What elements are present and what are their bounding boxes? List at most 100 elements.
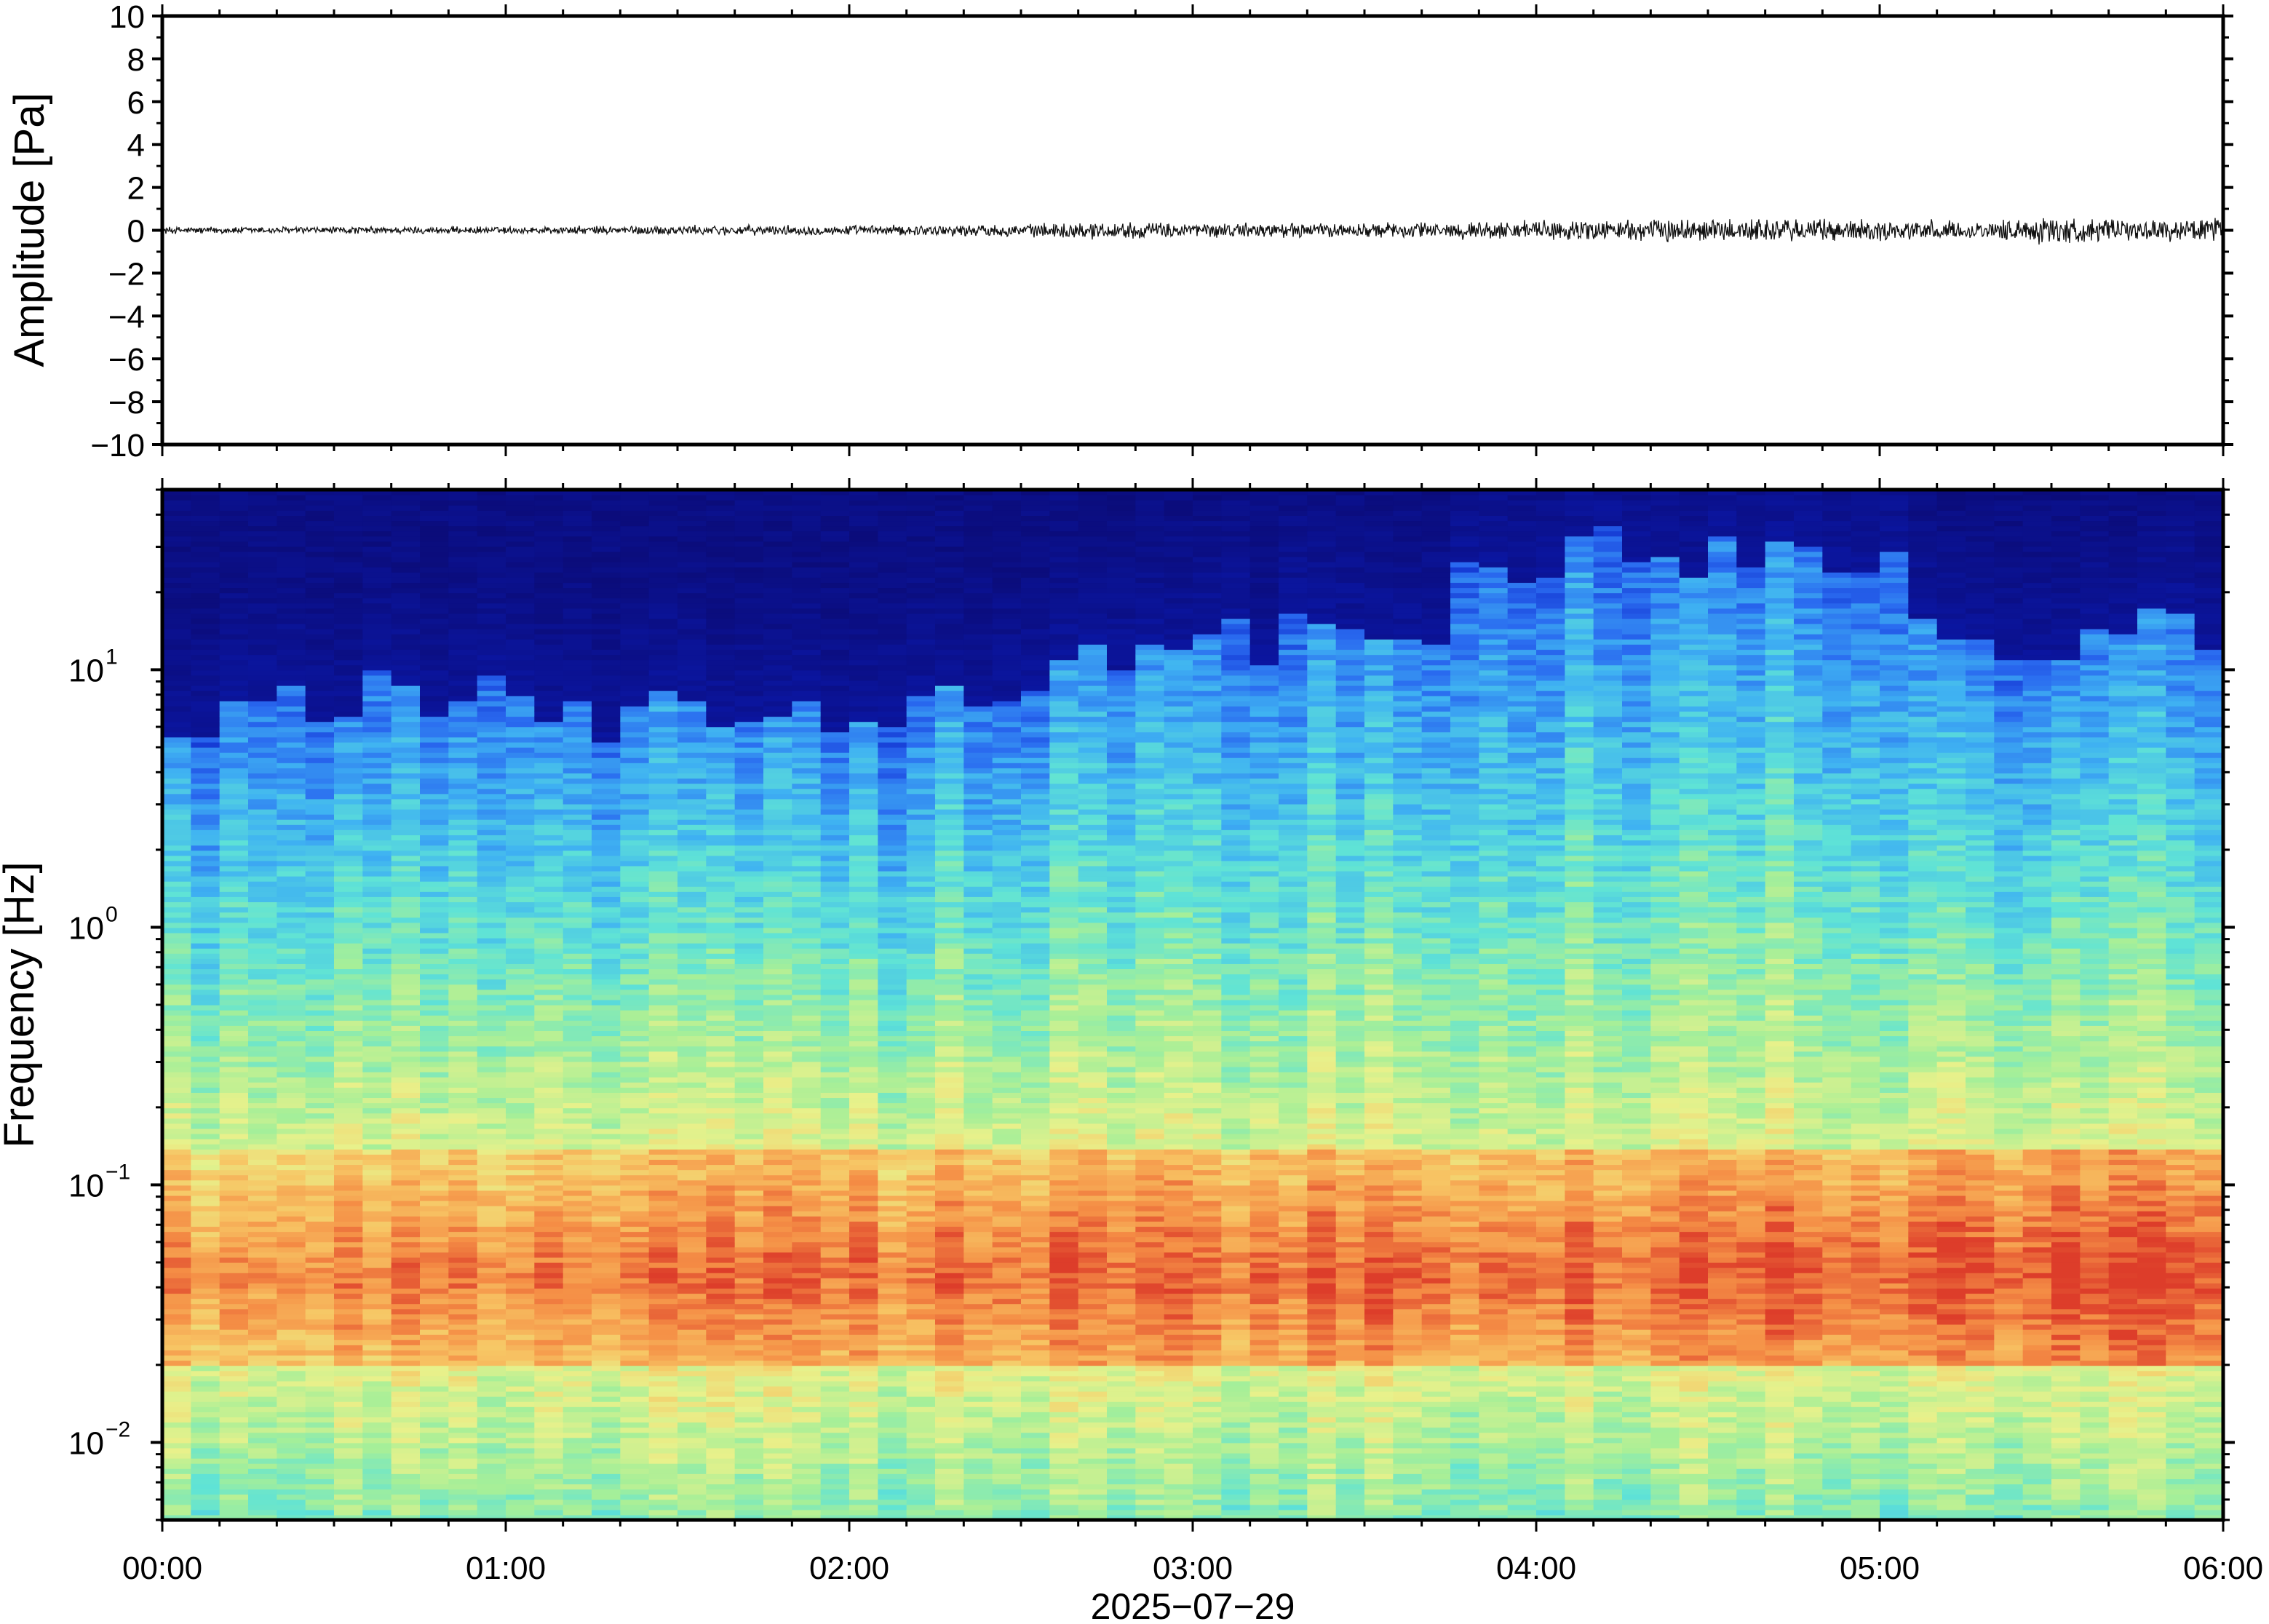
spectrogram-cell bbox=[563, 701, 592, 706]
spectrogram-cell bbox=[448, 1087, 478, 1093]
spectrogram-cell bbox=[734, 752, 764, 758]
spectrogram-cell bbox=[706, 1087, 736, 1093]
spectrogram-cell bbox=[763, 567, 792, 573]
spectrogram-cell bbox=[362, 674, 392, 681]
spectrogram-cell bbox=[506, 536, 535, 542]
spectrogram-cell bbox=[534, 680, 564, 686]
spectrogram-cell bbox=[734, 1010, 764, 1016]
spectrogram-cell bbox=[820, 613, 850, 619]
spectrogram-cell bbox=[563, 690, 592, 696]
spectrogram-cell bbox=[219, 1345, 249, 1350]
spectrogram-cell bbox=[391, 907, 421, 913]
spectrogram-cell bbox=[706, 1221, 736, 1227]
spectrogram-cell bbox=[362, 1468, 392, 1474]
spectrogram-cell bbox=[506, 1452, 535, 1459]
spectrogram-cell bbox=[763, 850, 792, 856]
spectrogram-cell bbox=[677, 1015, 707, 1021]
spectrogram-cell bbox=[448, 1422, 478, 1428]
spectrogram-cell bbox=[191, 927, 220, 934]
spectrogram-cell bbox=[191, 1123, 220, 1129]
spectrogram-cell bbox=[706, 1350, 736, 1356]
spectrogram-cell bbox=[219, 505, 249, 511]
spectrogram-cell bbox=[820, 1396, 850, 1402]
spectrogram-cell bbox=[820, 510, 850, 516]
spectrogram-cell bbox=[534, 608, 564, 614]
spectrogram-cell bbox=[420, 1427, 449, 1433]
spectrogram-cell bbox=[648, 1231, 678, 1238]
spectrogram-cell bbox=[734, 917, 764, 923]
spectrogram-cell bbox=[563, 1334, 592, 1340]
spectrogram-cell bbox=[420, 1030, 449, 1037]
spectrogram-cell bbox=[849, 1308, 878, 1315]
spectrogram-cell bbox=[506, 1442, 535, 1449]
spectrogram-cell bbox=[534, 798, 564, 805]
spectrogram-cell bbox=[534, 562, 564, 568]
spectrogram-cell bbox=[248, 989, 277, 995]
spectrogram-cell bbox=[448, 1251, 478, 1258]
spectrogram-cell bbox=[162, 557, 191, 562]
spectrogram-cell bbox=[334, 644, 363, 650]
spectrogram-cell bbox=[563, 886, 592, 892]
spectrogram-cell bbox=[506, 1236, 535, 1243]
spectrogram-cell bbox=[191, 1231, 220, 1238]
spectrogram-cell bbox=[792, 1195, 822, 1201]
spectrogram-cell bbox=[305, 1123, 335, 1129]
spectrogram-cell bbox=[248, 1273, 277, 1278]
spectrogram-cell bbox=[592, 1298, 621, 1305]
spectrogram-cell bbox=[534, 907, 564, 913]
spectrogram-cell bbox=[534, 1211, 564, 1217]
spectrogram-cell bbox=[648, 1035, 678, 1042]
spectrogram-cell bbox=[334, 701, 363, 706]
spectrogram-cell bbox=[620, 1144, 650, 1150]
spectrogram-cell bbox=[334, 968, 363, 975]
spectrogram-cell bbox=[592, 979, 621, 985]
spectrogram-cell bbox=[391, 1463, 421, 1469]
spectrogram-cell bbox=[248, 597, 277, 604]
spectrogram-cell bbox=[706, 1102, 736, 1109]
spectrogram-cell bbox=[820, 989, 850, 995]
spectrogram-cell bbox=[362, 602, 392, 609]
spectrogram-cell bbox=[477, 577, 506, 584]
spectrogram-cell bbox=[420, 1385, 449, 1392]
spectrogram-cell bbox=[534, 948, 564, 954]
spectrogram-cell bbox=[620, 1154, 650, 1160]
spectrogram-cell bbox=[592, 690, 621, 696]
spectrogram-cell bbox=[592, 974, 621, 980]
spectrogram-cell bbox=[563, 1437, 592, 1444]
spectrogram-cell bbox=[448, 814, 478, 820]
spectrogram-cell bbox=[162, 1345, 191, 1350]
spectrogram-cell bbox=[706, 1422, 736, 1428]
spectrogram-cell bbox=[734, 989, 764, 995]
spectrogram-cell bbox=[592, 1025, 621, 1031]
spectrogram-cell bbox=[477, 1231, 506, 1238]
spectrogram-cell bbox=[248, 1463, 277, 1469]
spectrogram-cell bbox=[191, 1206, 220, 1211]
spectrogram-cell bbox=[448, 829, 478, 835]
spectrogram-cell bbox=[648, 1267, 678, 1273]
spectrogram-cell bbox=[334, 690, 363, 696]
spectrogram-cell bbox=[191, 1066, 220, 1072]
spectrogram-cell bbox=[362, 1473, 392, 1479]
spectrogram-cell bbox=[648, 1288, 678, 1294]
spectrogram-cell bbox=[563, 1432, 592, 1438]
spectrogram-cell bbox=[592, 1318, 621, 1325]
spectrogram-cell bbox=[162, 1288, 191, 1294]
spectrogram-cell bbox=[191, 1308, 220, 1315]
spectrogram-cell bbox=[592, 1412, 621, 1417]
spectrogram-cell bbox=[448, 922, 478, 928]
spectrogram-cell bbox=[677, 814, 707, 820]
spectrogram-cell bbox=[162, 768, 191, 773]
spectrogram-cell bbox=[706, 711, 736, 717]
spectrogram-cell bbox=[506, 1097, 535, 1104]
spectrogram-cell bbox=[792, 1370, 822, 1377]
spectrogram-cell bbox=[391, 994, 421, 1000]
spectrogram-cell bbox=[248, 1432, 277, 1438]
spectrogram-cell bbox=[563, 602, 592, 609]
spectrogram-cell bbox=[420, 1236, 449, 1243]
spectrogram-cell bbox=[592, 958, 621, 964]
spectrogram-cell bbox=[448, 907, 478, 913]
spectrogram-cell bbox=[448, 937, 478, 944]
spectrogram-cell bbox=[420, 669, 449, 676]
spectrogram-cell bbox=[592, 711, 621, 717]
spectrogram-cell bbox=[191, 1190, 220, 1196]
